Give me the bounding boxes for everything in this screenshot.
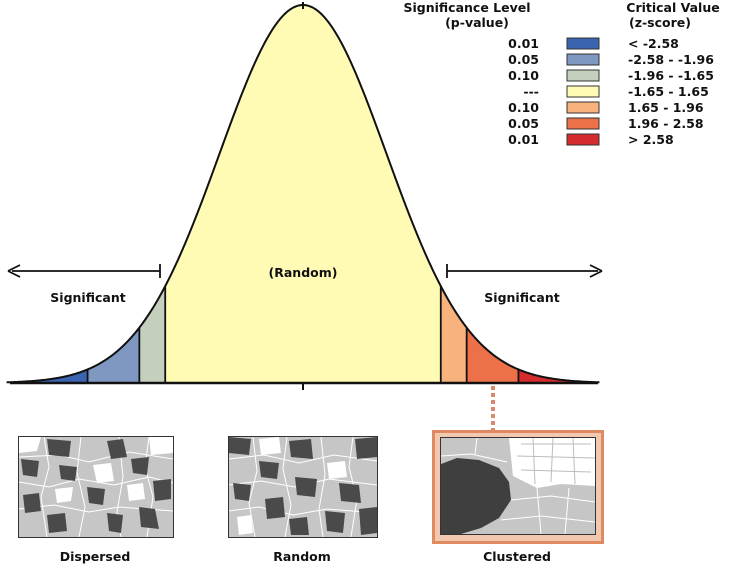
clustered-map: [440, 437, 596, 535]
legend-swatch-5: [566, 117, 600, 130]
legend-sig-header-2: (p-value): [445, 15, 509, 30]
clustered-caption: Clustered: [483, 549, 551, 564]
dispersed-caption: Dispersed: [59, 549, 131, 564]
left-arrow: [7, 264, 161, 278]
legend-p-value-5: 0.05: [508, 116, 539, 131]
legend-z-score-0: < -2.58: [628, 36, 679, 51]
right-significant-label: Significant: [484, 290, 559, 305]
curve-region-0: [10, 369, 88, 383]
legend-swatch-1: [566, 53, 600, 66]
legend-swatch-3: [566, 85, 600, 98]
legend-swatch-6: [566, 133, 600, 146]
random-map: [228, 436, 378, 538]
legend-crit-header-2: (z-score): [629, 15, 691, 30]
legend-z-score-3: -1.65 - 1.65: [628, 84, 709, 99]
curve-regions: [10, 5, 596, 384]
curve-region-2: [139, 286, 166, 383]
legend-z-score-4: 1.65 - 1.96: [628, 100, 704, 115]
random-map-graphic: [229, 437, 377, 537]
curve-region-3: [165, 5, 441, 384]
legend-p-value-4: 0.10: [508, 100, 539, 115]
random-caption: Random: [273, 549, 331, 564]
legend-z-score-1: -2.58 - -1.96: [628, 52, 714, 67]
legend-z-score-5: 1.96 - 2.58: [628, 116, 704, 131]
legend-swatch-4: [566, 101, 600, 114]
left-significant-label: Significant: [50, 290, 125, 305]
legend-crit-header-1: Critical Value: [626, 0, 719, 15]
legend: 0.01 < -2.58 0.05 -2.58 - -1.96 0.10 -1.96 - …: [508, 36, 714, 147]
legend-p-value-3: ---: [523, 84, 539, 99]
legend-p-value-1: 0.05: [508, 52, 539, 67]
legend-swatch-2: [566, 69, 600, 82]
random-center-label: (Random): [269, 265, 338, 280]
curve-region-6: [518, 369, 596, 383]
right-arrow: [446, 264, 603, 278]
legend-swatch-0: [566, 37, 600, 50]
legend-sig-header-1: Significance Level: [403, 0, 530, 15]
clustered-map-graphic: [441, 438, 595, 534]
legend-p-value-0: 0.01: [508, 36, 539, 51]
dispersed-map-graphic: [19, 437, 173, 537]
legend-z-score-6: > 2.58: [628, 132, 674, 147]
legend-p-value-2: 0.10: [508, 68, 539, 83]
legend-z-score-2: -1.96 - -1.65: [628, 68, 714, 83]
dispersed-map: [18, 436, 174, 538]
legend-p-value-6: 0.01: [508, 132, 539, 147]
curve-region-4: [440, 286, 467, 383]
